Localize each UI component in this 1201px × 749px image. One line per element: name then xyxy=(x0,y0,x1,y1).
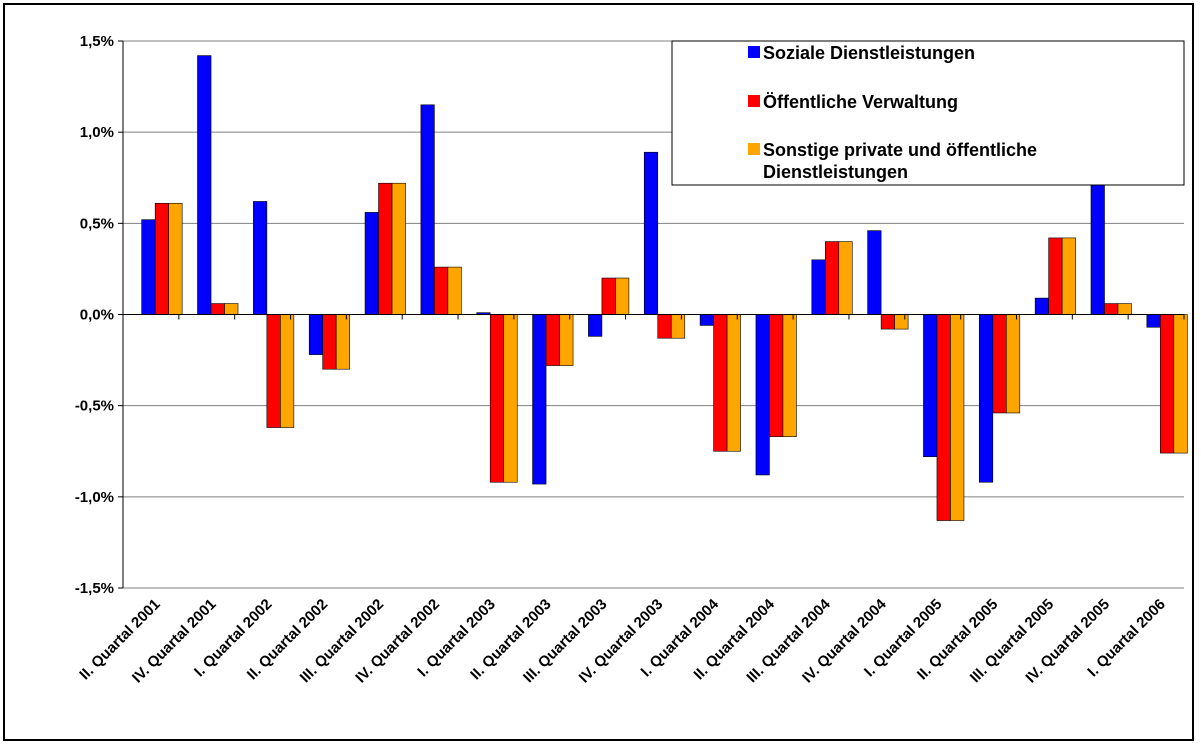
bar-soziale-4 xyxy=(364,212,379,315)
legend-label-soziale: Soziale Dienstleistungen xyxy=(763,43,975,63)
bar-sonstige-8 xyxy=(615,277,630,315)
bar-sonstige-6 xyxy=(503,314,518,483)
bar-sonstige-2 xyxy=(280,314,295,428)
bar-verwaltung-10 xyxy=(713,314,728,452)
legend: Soziale Dienstleistungen Öffentliche Ver… xyxy=(671,40,1185,186)
bar-verwaltung-4 xyxy=(378,182,393,315)
y-tick-label: 1,5% xyxy=(80,33,114,50)
bar-soziale-2 xyxy=(253,201,268,315)
legend-swatch-verwaltung xyxy=(748,95,760,107)
bar-sonstige-12 xyxy=(838,241,853,315)
bar-verwaltung-17 xyxy=(1104,303,1119,315)
bar-sonstige-3 xyxy=(335,314,350,370)
bar-sonstige-0 xyxy=(168,202,183,315)
bar-verwaltung-15 xyxy=(992,314,1007,414)
bar-sonstige-13 xyxy=(894,314,909,330)
bar-soziale-7 xyxy=(532,314,547,485)
bar-sonstige-18 xyxy=(1173,314,1188,454)
bar-soziale-8 xyxy=(588,314,603,337)
bar-verwaltung-18 xyxy=(1160,314,1175,454)
bar-sonstige-7 xyxy=(559,314,574,366)
legend-swatch-soziale xyxy=(748,46,760,58)
bar-soziale-12 xyxy=(811,259,826,315)
y-tick-label: 1,0% xyxy=(80,124,114,141)
bar-sonstige-4 xyxy=(391,182,406,315)
bar-soziale-1 xyxy=(197,55,212,315)
legend-box xyxy=(671,40,1185,186)
legend-label-sonstige-line1: Sonstige private und öffentliche xyxy=(763,140,1037,160)
y-tick-label: -0,5% xyxy=(75,398,114,415)
bar-verwaltung-0 xyxy=(154,202,169,315)
bar-verwaltung-16 xyxy=(1048,237,1063,315)
y-tick-label: 0,0% xyxy=(80,307,114,324)
bars xyxy=(141,55,1188,521)
bar-sonstige-5 xyxy=(447,266,462,315)
legend-label-sonstige-line2: Dienstleistungen xyxy=(763,162,908,182)
bar-sonstige-16 xyxy=(1061,237,1076,315)
y-tick-label: -1,5% xyxy=(75,580,114,597)
bar-verwaltung-11 xyxy=(769,314,784,437)
bar-sonstige-15 xyxy=(1006,314,1021,414)
bar-soziale-16 xyxy=(1034,297,1049,315)
bar-soziale-14 xyxy=(923,314,938,458)
bar-verwaltung-7 xyxy=(545,314,560,366)
bar-sonstige-17 xyxy=(1117,303,1132,315)
bar-verwaltung-14 xyxy=(936,314,951,521)
bar-verwaltung-1 xyxy=(210,303,225,315)
bar-soziale-13 xyxy=(867,230,882,315)
bar-sonstige-10 xyxy=(726,314,741,452)
bar-soziale-0 xyxy=(141,219,156,315)
bar-sonstige-1 xyxy=(224,303,239,315)
bar-verwaltung-2 xyxy=(266,314,281,428)
bar-soziale-10 xyxy=(699,314,714,326)
bar-soziale-11 xyxy=(755,314,770,476)
y-tick-labels: 1,5% 1,0% 0,5% 0,0% -0,5% -1,0% -1,5% xyxy=(75,33,123,597)
bar-verwaltung-3 xyxy=(322,314,337,370)
y-tick-label: -1,0% xyxy=(75,489,114,506)
bar-verwaltung-9 xyxy=(657,314,672,339)
bar-verwaltung-13 xyxy=(880,314,895,330)
bar-soziale-18 xyxy=(1146,314,1161,328)
bar-soziale-3 xyxy=(308,314,323,355)
bar-sonstige-9 xyxy=(670,314,686,339)
bar-verwaltung-6 xyxy=(489,314,505,483)
bar-soziale-15 xyxy=(979,314,994,483)
bar-sonstige-14 xyxy=(950,314,965,521)
y-tick-label: 0,5% xyxy=(80,215,114,232)
legend-swatch-sonstige xyxy=(748,143,760,155)
legend-label-verwaltung: Öffentliche Verwaltung xyxy=(763,92,958,112)
bar-sonstige-11 xyxy=(782,314,797,437)
bar-verwaltung-8 xyxy=(601,277,616,315)
bar-soziale-17 xyxy=(1090,184,1105,315)
bar-verwaltung-12 xyxy=(824,241,840,315)
bar-soziale-9 xyxy=(643,151,659,315)
bar-verwaltung-5 xyxy=(434,266,449,315)
bar-soziale-5 xyxy=(420,104,435,315)
